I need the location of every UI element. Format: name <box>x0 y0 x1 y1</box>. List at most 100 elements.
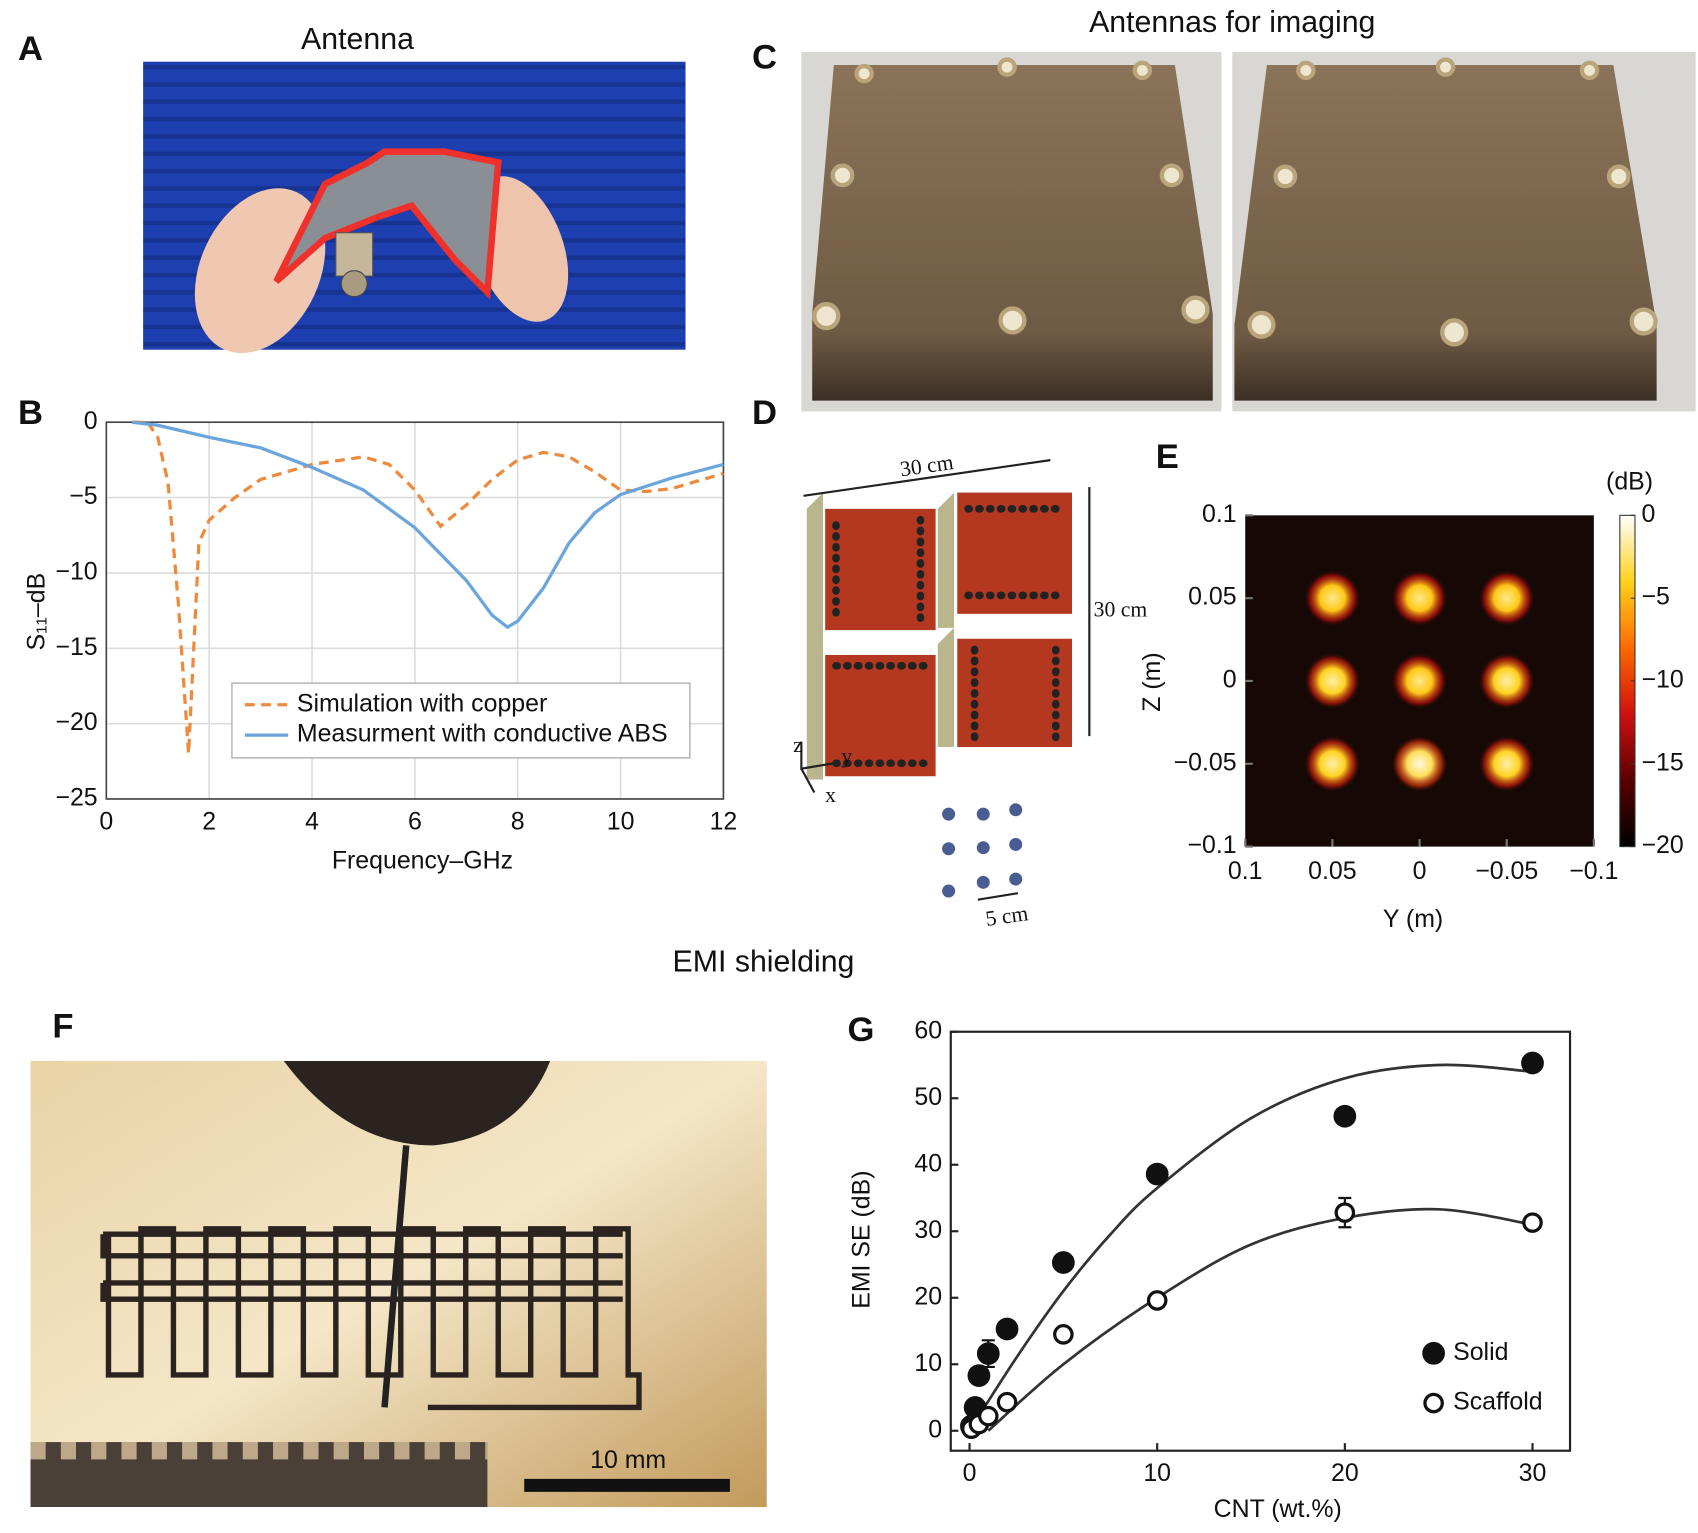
colorbar-label: (dB) <box>1606 467 1653 495</box>
panel-label: G <box>847 1011 874 1049</box>
y-tick-label: −0.05 <box>1174 748 1237 776</box>
y-tick-label: 0 <box>1223 666 1237 694</box>
y-tick-label: 60 <box>914 1016 942 1044</box>
legend-marker <box>1423 1392 1444 1414</box>
intensity-spot <box>1391 735 1448 792</box>
intensity-spot <box>1478 735 1535 792</box>
panel-label: F <box>52 1008 73 1046</box>
x-tick-label: 30 <box>1519 1459 1547 1487</box>
x-tick-label: 0.05 <box>1308 857 1356 885</box>
axis-x: x <box>825 783 836 807</box>
data-point <box>1334 1202 1356 1223</box>
photo-imaging-antennas <box>801 51 1696 412</box>
data-point <box>1146 1290 1168 1311</box>
x-tick-label: 10 <box>607 807 635 835</box>
axis-y: y <box>841 744 852 768</box>
y-tick-label: 10 <box>914 1349 942 1377</box>
x-tick-label: 20 <box>1331 1459 1359 1487</box>
x-tick-label: 12 <box>710 807 738 835</box>
x-tick-label: 0 <box>963 1459 977 1487</box>
x-tick-label: 10 <box>1143 1459 1171 1487</box>
data-point <box>1053 1324 1074 1345</box>
x-tick-label: 2 <box>202 807 216 835</box>
data-point <box>995 1317 1019 1341</box>
x-axis-label: Frequency–GHz <box>332 846 513 874</box>
intensity-spot <box>1391 570 1448 627</box>
line-series <box>131 420 724 630</box>
legend-label: Solid <box>1453 1338 1508 1366</box>
scale-bar-label: 10 mm <box>590 1446 666 1474</box>
x-tick-label: 6 <box>408 807 422 835</box>
intensity-spot <box>1304 735 1361 792</box>
data-point <box>1145 1162 1169 1186</box>
x-axis-label: CNT (wt.%) <box>1214 1495 1342 1523</box>
spacing-label: 5 cm <box>984 901 1030 931</box>
intensity-spot <box>1391 652 1448 710</box>
colorbar-tick-label: −20 <box>1641 831 1683 859</box>
intensity-spot <box>1478 652 1535 710</box>
photo-printing: 10 mm <box>30 1060 767 1508</box>
plot-frame <box>105 421 725 800</box>
data-point <box>1051 1251 1075 1274</box>
height-label: 30 cm <box>1094 598 1148 622</box>
legend-label: Measurment with conductive ABS <box>297 720 668 748</box>
fit-curve <box>987 1207 1533 1432</box>
line-series <box>132 420 724 754</box>
legend-label: Simulation with copper <box>297 689 547 717</box>
x-tick-label: 0 <box>1413 857 1427 885</box>
antenna-title: Antenna <box>301 23 414 56</box>
colorbar-tick-label: 0 <box>1641 500 1655 528</box>
data-point <box>996 1391 1018 1413</box>
colorbar-tick-label: −15 <box>1641 748 1683 776</box>
y-tick-label: −5 <box>69 482 97 510</box>
data-point <box>976 1342 1000 1365</box>
panel-label: B <box>18 394 43 432</box>
panel-label: C <box>752 39 777 77</box>
x-tick-label: 0 <box>99 807 113 835</box>
y-tick-label: 20 <box>914 1282 942 1310</box>
y-tick-label: 0 <box>84 407 98 435</box>
y-tick-label: −15 <box>55 633 97 661</box>
diagram-array: 30 cm 30 cm 5 cm z y x <box>793 450 1147 931</box>
y-axis-label: EMI SE (dB) <box>848 1170 876 1308</box>
y-axis-label: Z (m) <box>1138 652 1166 711</box>
legend <box>231 682 691 759</box>
y-tick-label: 30 <box>914 1216 942 1244</box>
imaging-title: Antennas for imaging <box>1089 6 1375 39</box>
data-point <box>967 1364 991 1387</box>
y-tick-label: 0.1 <box>1202 500 1237 528</box>
panel-label: D <box>752 394 777 432</box>
x-tick-label: −0.1 <box>1569 857 1618 885</box>
width-label: 30 cm <box>899 450 955 481</box>
intensity-spot <box>1304 570 1361 627</box>
y-tick-label: 50 <box>914 1083 942 1111</box>
y-axis-label: S₁₁–dB <box>23 573 51 651</box>
y-tick-label: 40 <box>914 1149 942 1177</box>
intensity-spot <box>1304 652 1361 710</box>
fit-curve <box>968 1063 1533 1432</box>
axis-z: z <box>793 733 803 757</box>
y-tick-label: −20 <box>55 708 97 736</box>
y-tick-label: −25 <box>55 784 97 812</box>
plot-frame <box>949 1030 1572 1452</box>
x-axis-label: Y (m) <box>1383 905 1443 933</box>
data-point <box>1333 1104 1357 1128</box>
colorbar-tick-label: −5 <box>1641 583 1669 611</box>
x-tick-label: 8 <box>511 807 525 835</box>
colorbar-tick-label: −10 <box>1641 666 1683 694</box>
y-tick-label: 0 <box>928 1415 942 1443</box>
y-tick-label: 0.05 <box>1188 583 1236 611</box>
y-tick-label: −10 <box>55 558 97 586</box>
emi-title: EMI shielding <box>673 946 855 979</box>
data-point <box>978 1405 999 1427</box>
x-tick-label: 4 <box>305 807 319 835</box>
panel-label: E <box>1156 438 1179 476</box>
data-point <box>1521 1051 1544 1075</box>
data-point <box>1522 1212 1543 1233</box>
y-tick-label: −0.1 <box>1187 831 1236 859</box>
x-tick-label: −0.05 <box>1475 857 1538 885</box>
photo-antenna <box>143 61 686 354</box>
panel-label: A <box>18 30 43 68</box>
legend-label: Scaffold <box>1453 1388 1543 1416</box>
